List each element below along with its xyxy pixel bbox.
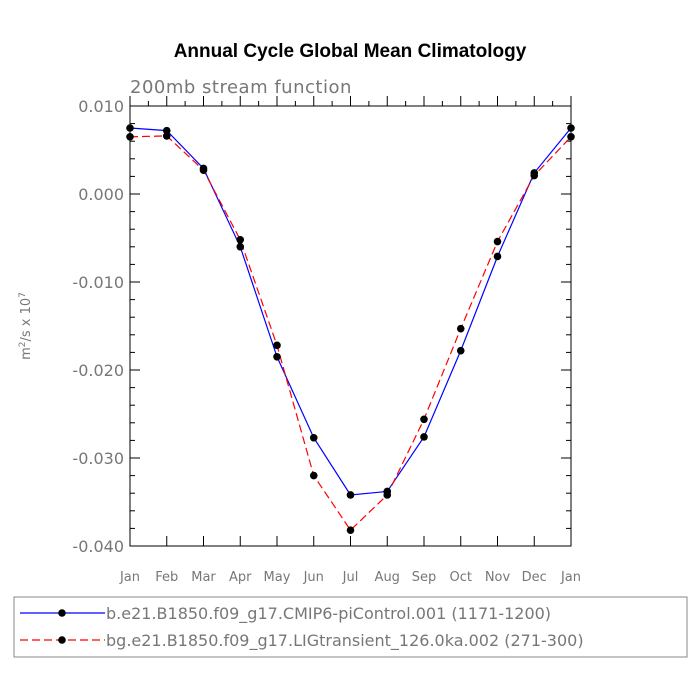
series-2-point [456, 324, 465, 333]
y-label-mid: /s x 10 [19, 298, 34, 342]
legend-marker-1 [58, 609, 66, 617]
x-tick-label: Nov [485, 570, 511, 585]
x-tick-label: Jan [560, 570, 581, 585]
series-2-point [126, 133, 134, 141]
series-1-point [456, 346, 465, 355]
series-1-point [273, 353, 281, 361]
x-tick-label: Jun [303, 570, 324, 585]
series-1-point [420, 433, 428, 441]
y-tick-label: -0.020 [72, 361, 124, 380]
legend-marker-2 [58, 636, 66, 644]
series-2-point [273, 341, 281, 350]
legend-frame [13, 596, 688, 658]
y-tick-label: -0.040 [72, 537, 124, 556]
series-2-point [383, 491, 392, 499]
x-tick-label: Jul [342, 570, 359, 585]
series-2-point [162, 132, 171, 140]
chart-title: Annual Cycle Global Mean Climatology [174, 41, 527, 62]
y-axis-label: m2/s x 107 [18, 292, 34, 360]
y-label-sup: 2 [18, 341, 28, 347]
series-1-point [126, 124, 134, 132]
x-tick-label: Aug [375, 570, 400, 585]
x-tick-label: May [264, 570, 291, 585]
series-1-point [236, 243, 245, 251]
series-2-point [420, 415, 428, 424]
series-1-point [162, 126, 171, 135]
y-tick-label: 0.010 [78, 97, 124, 116]
series-1-point [309, 433, 318, 442]
x-tick-label: Feb [155, 570, 178, 585]
y-tick-label: -0.010 [72, 273, 124, 292]
series-2-point [567, 133, 575, 141]
chart-subtitle: 200mb stream function [130, 77, 352, 98]
series-2-point [493, 237, 502, 246]
series-2-point [346, 526, 355, 534]
series-1-point [567, 124, 575, 132]
series-2-point [199, 166, 208, 175]
series-2-point [236, 235, 245, 244]
y-tick-label: -0.030 [72, 449, 124, 468]
y-axis: 0.010 0.000 -0.010 -0.020 -0.030 -0.040 [72, 97, 571, 556]
y-tick-label: 0.000 [78, 185, 124, 204]
legend: b.e21.B1850.f09_g17.CMIP6-piControl.001 … [13, 596, 688, 658]
plot-area [129, 105, 572, 547]
series-2-point [530, 171, 539, 180]
x-tick-label: Mar [191, 570, 216, 585]
series-line-2 [129, 135, 572, 532]
series-2-point [309, 471, 318, 480]
x-axis: Jan Feb Mar Apr May Jun Jul Aug Sep Oct Nov Dec Jan [119, 96, 581, 585]
y-label-exp: 7 [18, 292, 28, 298]
series-line-1 [129, 127, 572, 496]
x-tick-label: Sep [412, 570, 437, 585]
x-tick-label: Apr [229, 570, 252, 585]
series-1-point [493, 252, 502, 261]
series-1-point [346, 491, 355, 499]
legend-label-1: b.e21.B1850.f09_g17.CMIP6-piControl.001 … [106, 604, 551, 624]
x-tick-label: Oct [450, 570, 472, 585]
x-tick-label: Jan [119, 570, 140, 585]
legend-label-2: bg.e21.B1850.f09_g17.LIGtransient_126.0k… [106, 631, 584, 651]
plot-frame [129, 105, 572, 547]
x-tick-label: Dec [522, 570, 547, 585]
y-label-base: m [19, 347, 34, 360]
series-layer [126, 124, 575, 534]
